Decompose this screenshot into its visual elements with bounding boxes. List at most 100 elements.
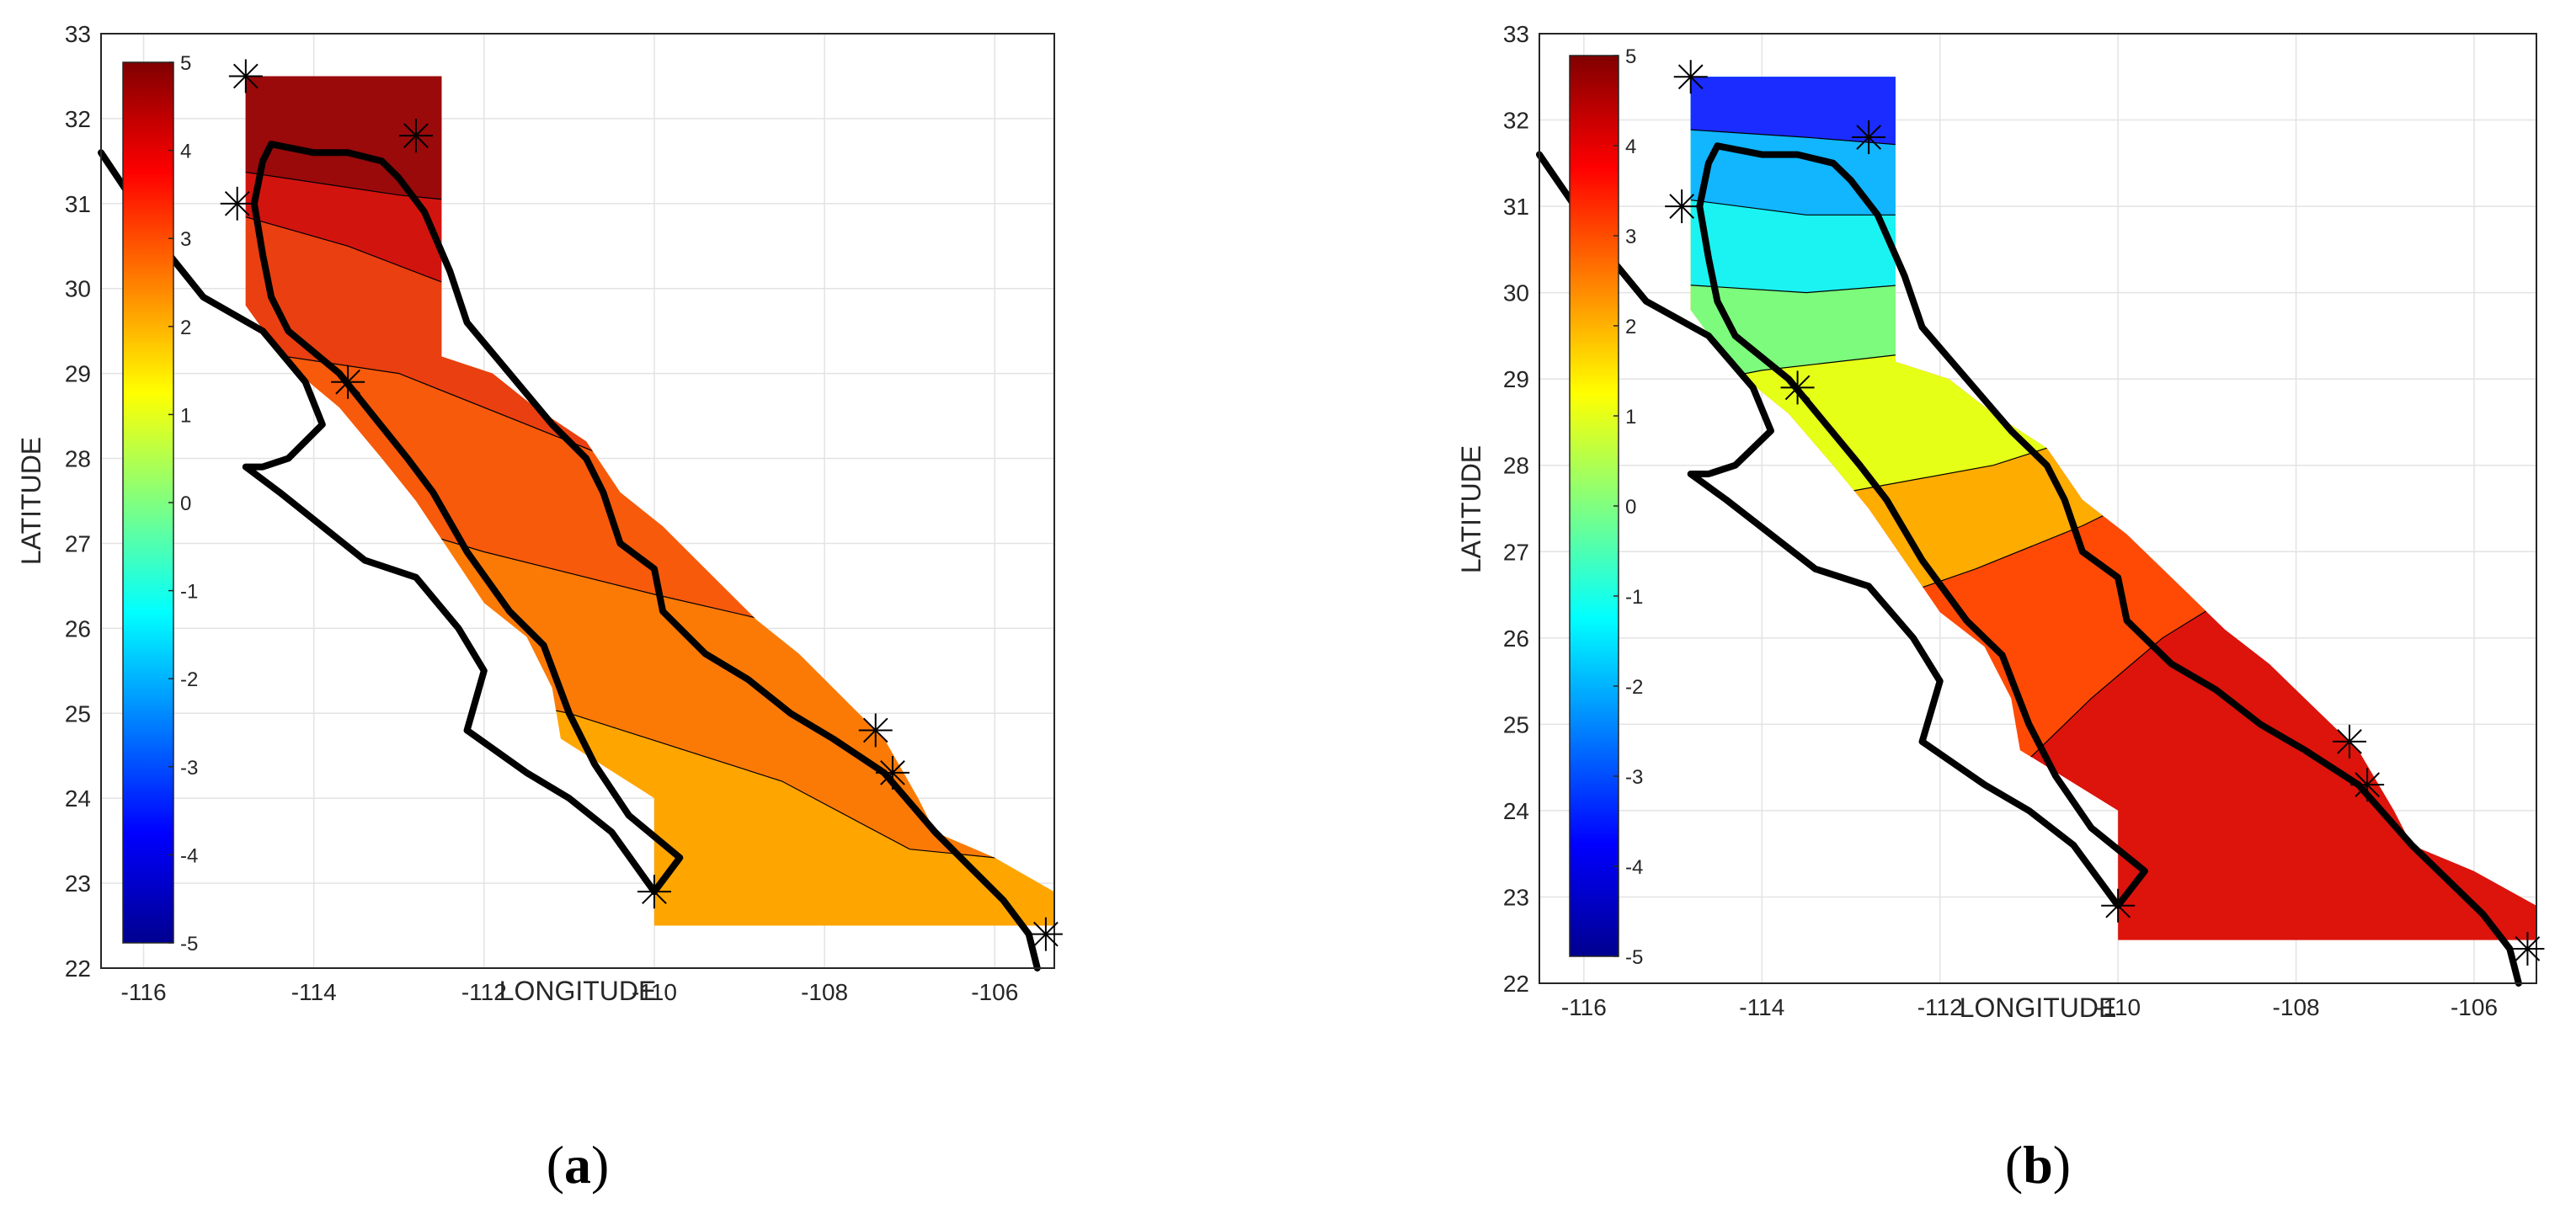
panel-b-colorbar [1569,55,1619,957]
y-tick-label: 26 [1503,625,1529,652]
x-tick-label: -110 [2095,994,2141,1020]
panel-b-x-ticks: -116 -114 -112 -110 -108 -106 [1561,994,2498,1020]
colorbar-tick-label: -4 [1625,856,1643,879]
panel-a-xlabel: LONGITUDE [499,976,657,1006]
y-tick-label: 29 [1503,366,1529,392]
station-marker [1852,120,1886,155]
y-tick-label: 33 [1503,21,1529,47]
y-tick-label: 22 [65,956,91,982]
panel-b-stations [1665,60,2545,966]
colorbar-tick-label: -1 [1625,586,1643,609]
colorbar-tick-label: 4 [180,141,191,163]
colorbar-tick-label: 2 [1625,316,1636,338]
station-marker [331,365,365,399]
y-tick-label: 30 [65,276,91,302]
colorbar-tick-label: 5 [1625,45,1636,68]
station-marker [2510,931,2545,966]
coastline-0 [98,149,658,896]
station-marker [2333,724,2366,759]
panel-a-contour-fill [245,76,1054,926]
contour-band [1690,77,2536,940]
colorbar-tick-label: -1 [180,581,198,604]
colorbar-tick-label: -5 [180,933,198,956]
y-tick-label: 32 [1503,108,1529,134]
y-tick-label: 29 [65,361,91,387]
y-tick-label: 26 [65,615,91,641]
x-tick-label: -116 [1561,994,1607,1020]
y-tick-label: 24 [1503,798,1529,824]
panel-a-ylabel: LATITUDE [16,437,46,565]
colorbar-tick-label: 5 [180,52,191,75]
coastline-2 [1848,177,2522,987]
panel-a-stations [220,59,1063,951]
colorbar-tick-label: -5 [1625,946,1643,969]
x-tick-label: -106 [2451,994,2498,1020]
station-marker [228,59,263,93]
x-tick-label: -106 [971,979,1018,1005]
panel-b-xlabel: LONGITUDE [1960,993,2117,1023]
panel-a-label: (a) [547,1135,610,1195]
panel-b: -116 -114 -112 -110 -108 -106 222324252627282… [1456,21,2545,1195]
station-marker [637,875,671,909]
station-marker [1780,370,1815,405]
panel-b-colorbar-ticks: 5 4 3 2 1 0 -1 -2 -3 -4 -5 [1613,45,1643,969]
colorbar-tick-label: 4 [1625,136,1636,158]
x-tick-label: -112 [461,979,507,1005]
y-tick-label: 23 [65,870,91,897]
colorbar-tick-label: -4 [180,844,198,867]
colorbar-tick-label: 1 [180,404,191,427]
y-tick-label: 28 [65,446,91,472]
panel-a-y-ticks: 22 23 24 25 26 27 28 29 30 31 32 33 [65,21,91,982]
y-tick-label: 24 [65,785,91,812]
coastline-1 [250,141,684,896]
x-tick-label: -112 [1917,994,1963,1020]
y-tick-label: 23 [1503,884,1529,910]
contour-band [245,76,1054,866]
panel-b-y-ticks: 22 23 24 25 26 27 28 29 30 31 32 33 [1503,21,1529,997]
y-tick-label: 31 [65,191,91,217]
panel-a: -116 -114 -112 -110 -108 -106 222324252627282… [16,21,1063,1195]
colorbar-tick-label: 0 [1625,496,1636,519]
x-tick-label: -108 [2273,994,2320,1020]
y-tick-label: 27 [1503,539,1529,565]
station-marker [398,119,433,153]
panel-b-ylabel: LATITUDE [1456,445,1486,573]
panel-a-colorbar-ticks: 5 4 3 2 1 0 -1 -2 -3 -4 -5 [168,52,198,956]
y-tick-label: 28 [1503,453,1529,479]
station-marker [875,755,909,790]
coastline-1 [1696,142,2148,909]
panel-a-coastline [98,141,1041,971]
y-tick-label: 27 [65,530,91,556]
contour-line [245,211,459,290]
panel-a-x-ticks: -116 -114 -112 -110 -108 -106 [121,979,1019,1005]
coastline-2 [395,174,1041,971]
y-tick-label: 30 [1503,280,1529,306]
panel-a-colorbar [122,61,174,944]
y-tick-label: 33 [65,21,91,47]
colorbar-tick-label: 1 [1625,406,1636,429]
station-marker [1665,189,1699,224]
x-tick-label: -114 [291,979,337,1005]
colorbar-tick-label: 0 [180,492,191,515]
panel-a-axes-box [100,33,1055,969]
colorbar-tick-label: 2 [180,317,191,339]
station-marker [858,713,893,748]
colorbar-tick-label: 3 [180,228,191,251]
y-tick-label: 25 [65,700,91,727]
contour-line [1690,128,1914,146]
panel-b-coastline [1536,142,2522,987]
station-marker [1673,60,1708,94]
x-tick-label: -108 [801,979,848,1005]
colorbar-tick-label: -3 [1625,766,1643,789]
y-tick-label: 22 [1503,971,1529,997]
colorbar-tick-label: -2 [1625,676,1643,699]
station-marker [2101,888,2136,923]
panel-b-axes-box [1539,33,2537,984]
y-tick-label: 32 [65,106,91,132]
x-tick-label: -114 [1739,994,1784,1020]
station-marker [220,186,254,221]
station-marker [2350,768,2385,802]
colorbar-tick-label: 3 [1625,226,1636,248]
y-tick-label: 25 [1503,711,1529,737]
